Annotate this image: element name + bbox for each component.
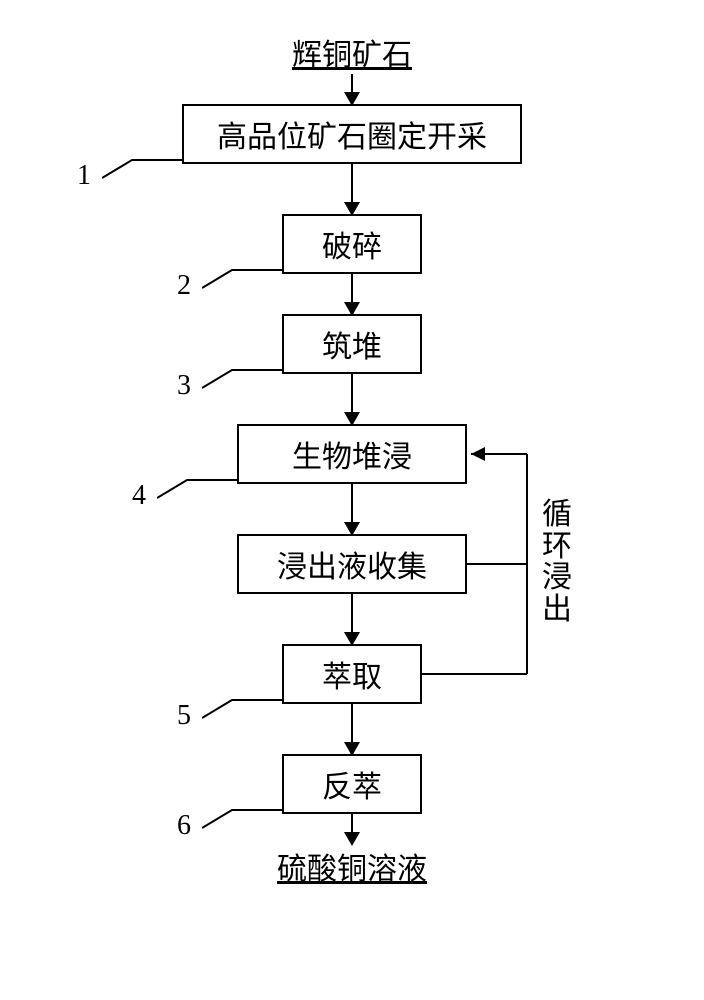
leader-line: [202, 268, 284, 292]
leader-line: [102, 158, 184, 182]
leader-line: [157, 478, 239, 502]
step-number: 4: [132, 480, 146, 512]
leader-line: [202, 368, 284, 392]
step-number: 3: [177, 370, 191, 402]
step-number: 1: [77, 160, 91, 192]
step-number: 5: [177, 700, 191, 732]
loop-label: 循环浸出: [542, 499, 572, 625]
step-number: 6: [177, 810, 191, 842]
step-number: 2: [177, 270, 191, 302]
leader-line: [202, 808, 284, 832]
leader-line: [202, 698, 284, 722]
loop-line: [0, 0, 704, 1000]
